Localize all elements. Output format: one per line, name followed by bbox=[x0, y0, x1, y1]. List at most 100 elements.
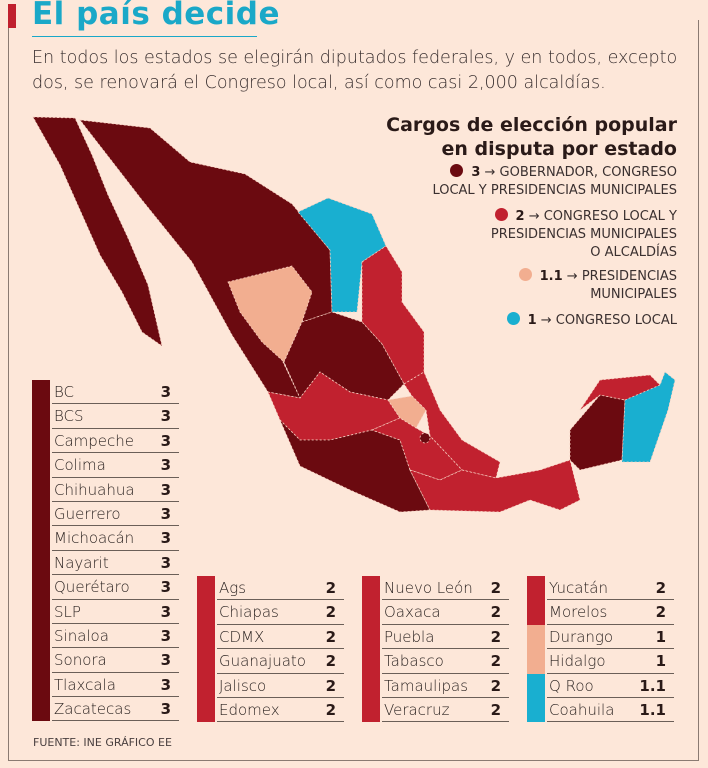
legend-title-line-2: en disputa por estado bbox=[441, 138, 678, 160]
color-swatch bbox=[362, 624, 380, 650]
table-row: Puebla 2 bbox=[362, 624, 509, 650]
table-row: Campeche 3 bbox=[32, 428, 179, 454]
table-row: Tabasco 2 bbox=[362, 649, 509, 674]
color-swatch bbox=[362, 673, 380, 698]
state-value: 3 bbox=[160, 700, 171, 719]
color-swatch bbox=[362, 697, 380, 723]
legend-dot-icon bbox=[494, 208, 508, 221]
frame bbox=[8, 20, 699, 761]
table-row: CDMX 2 bbox=[197, 624, 344, 650]
source-note: FUENTE: INE GRÁFICO EE bbox=[33, 736, 172, 749]
state-name: BCS bbox=[54, 407, 84, 426]
table-row: Sinaloa 3 bbox=[32, 623, 179, 649]
color-swatch bbox=[32, 428, 50, 454]
state-value: 3 bbox=[160, 578, 171, 597]
color-swatch bbox=[32, 526, 50, 551]
state-value: 3 bbox=[160, 407, 171, 426]
state-name: CDMX bbox=[219, 627, 265, 646]
color-swatch bbox=[32, 404, 50, 429]
table-row: Nayarit 3 bbox=[32, 550, 179, 576]
state-column: Ags 2 Chiapas 2 CDMX 2 Guanajuato 2 Jalisco 2 Edom… bbox=[197, 576, 344, 723]
legend-item: 2 → CONGRESO LOCAL Y PRESIDENCIAS MUNICIP… bbox=[491, 208, 677, 262]
row-divider bbox=[382, 599, 509, 601]
row-divider bbox=[382, 623, 509, 625]
color-swatch bbox=[32, 648, 50, 673]
color-swatch bbox=[32, 453, 50, 478]
row-divider bbox=[217, 696, 344, 698]
legend-value: 3 bbox=[471, 165, 481, 180]
state-value: 2 bbox=[325, 700, 336, 719]
row-divider bbox=[382, 672, 509, 674]
table-row: Yucatán 2 bbox=[527, 576, 674, 601]
state-value: 2 bbox=[490, 652, 501, 671]
table-row: Hidalgo 1 bbox=[527, 649, 674, 674]
row-divider bbox=[52, 452, 179, 454]
state-value: 3 bbox=[160, 602, 171, 621]
state-name: Michoacán bbox=[54, 529, 135, 548]
state-name: Sinaloa bbox=[54, 626, 109, 645]
table-row: Chihuahua 3 bbox=[32, 477, 179, 502]
state-name: Hidalgo bbox=[549, 652, 606, 671]
color-swatch bbox=[527, 600, 545, 625]
state-value: 1.1 bbox=[639, 676, 666, 695]
state-value: 1 bbox=[655, 652, 666, 671]
legend-line: 1.1 → PRESIDENCIAS bbox=[518, 268, 677, 286]
state-value: 3 bbox=[160, 383, 171, 401]
color-swatch bbox=[197, 649, 215, 674]
table-row: Zacatecas 3 bbox=[32, 697, 179, 722]
state-name: Puebla bbox=[384, 627, 435, 646]
row-divider bbox=[547, 672, 674, 674]
color-swatch bbox=[527, 624, 545, 650]
state-name: Veracruz bbox=[384, 700, 450, 719]
state-oaxaca-chiapas bbox=[409, 459, 581, 513]
state-name: Nayarit bbox=[54, 553, 109, 572]
state-value: 3 bbox=[160, 553, 171, 572]
legend-text: → GOBERNADOR, CONGRESO bbox=[484, 165, 678, 180]
row-divider bbox=[217, 623, 344, 625]
legend-line: O ALCALDÍAS bbox=[590, 245, 677, 260]
legend-line: 1 → CONGRESO LOCAL bbox=[506, 312, 677, 330]
row-divider bbox=[52, 427, 179, 429]
state-column: Nuevo León 2 Oaxaca 2 Puebla 2 Tabasco 2 Tamauli… bbox=[362, 576, 509, 723]
row-divider bbox=[547, 599, 674, 601]
color-swatch bbox=[362, 649, 380, 674]
row-divider bbox=[547, 696, 674, 698]
table-row: SLP 3 bbox=[32, 599, 179, 624]
color-swatch bbox=[32, 575, 50, 600]
table-row: Chiapas 2 bbox=[197, 600, 344, 625]
table-row: Tlaxcala 3 bbox=[32, 672, 179, 698]
state-name: Tlaxcala bbox=[54, 675, 116, 694]
row-divider bbox=[52, 500, 179, 502]
row-divider bbox=[52, 598, 179, 600]
state-baja-california bbox=[32, 116, 163, 347]
state-value: 2 bbox=[655, 603, 666, 622]
state-name: Sonora bbox=[54, 651, 107, 670]
legend-line: PRESIDENCIAS MUNICIPALES bbox=[490, 227, 677, 242]
title-accent-bar bbox=[8, 4, 16, 28]
color-swatch bbox=[32, 599, 50, 624]
state-name: Oaxaca bbox=[384, 603, 441, 622]
row-divider bbox=[382, 696, 509, 698]
state-campeche bbox=[569, 394, 626, 471]
state-value: 2 bbox=[490, 700, 501, 719]
legend-line: LOCAL Y PRESIDENCIAS MUNICIPALES bbox=[432, 183, 677, 198]
row-divider bbox=[547, 648, 674, 650]
state-name: Chiapas bbox=[219, 603, 279, 622]
table-row: Querétaro 3 bbox=[32, 575, 179, 600]
row-divider bbox=[52, 549, 179, 551]
row-divider bbox=[547, 623, 674, 625]
state-name: Morelos bbox=[549, 603, 608, 622]
color-swatch bbox=[32, 672, 50, 698]
state-name: Yucatán bbox=[549, 579, 608, 597]
state-value: 2 bbox=[655, 579, 666, 597]
row-divider bbox=[52, 720, 179, 722]
row-divider bbox=[217, 672, 344, 674]
legend-title: Cargos de elección popular en disputa po… bbox=[386, 113, 677, 161]
table-row: Michoacán 3 bbox=[32, 526, 179, 551]
legend-line: 3 → GOBERNADOR, CONGRESO bbox=[432, 164, 677, 182]
row-divider bbox=[52, 696, 179, 698]
legend-dot-icon bbox=[518, 268, 532, 281]
state-name: BC bbox=[54, 383, 75, 401]
table-row: Tamaulipas 2 bbox=[362, 673, 509, 698]
state-value: 2 bbox=[490, 603, 501, 622]
